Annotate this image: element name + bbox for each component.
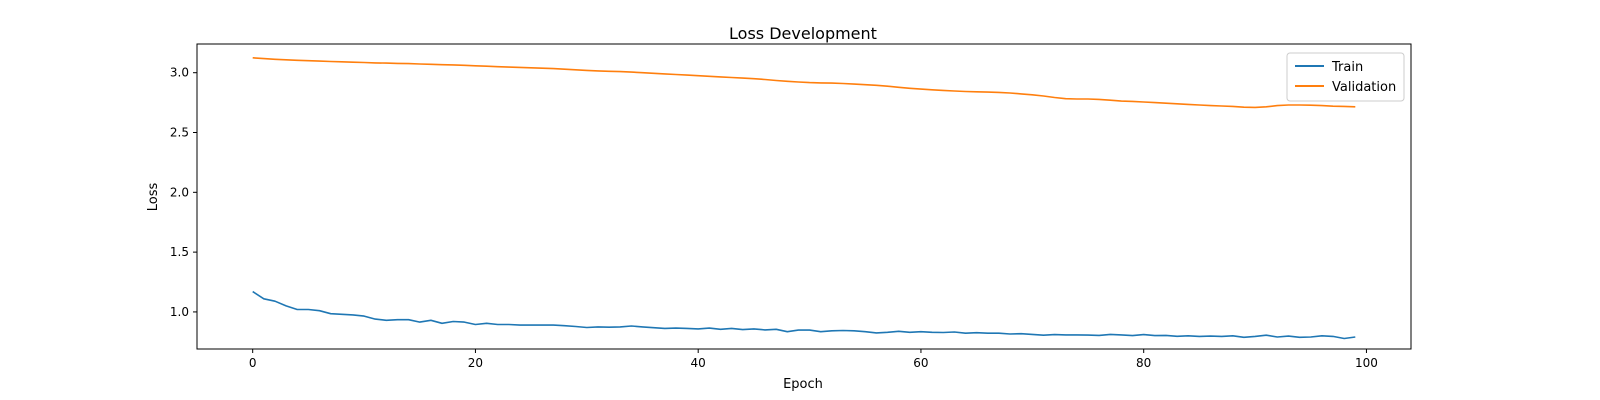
x-tick-label: 60: [913, 356, 928, 370]
legend-label-validation: Validation: [1332, 80, 1396, 95]
chart-title: Loss Development: [729, 24, 877, 43]
x-tick-label: 80: [1136, 356, 1151, 370]
y-tick-label: 2.5: [170, 126, 189, 140]
y-tick-label: 1.0: [170, 305, 189, 319]
plot-frame: [196, 43, 1412, 350]
series-lines: [252, 57, 1356, 340]
x-tick-label: 0: [249, 356, 257, 370]
y-tick-label: 2.0: [170, 185, 189, 199]
x-tick-label: 100: [1355, 356, 1378, 370]
x-tick-label: 40: [691, 356, 706, 370]
series-line-train: [252, 290, 1356, 340]
x-tick-label: 20: [468, 356, 483, 370]
y-tick-label: 3.0: [170, 66, 189, 80]
legend-label-train: Train: [1331, 60, 1363, 75]
y-axis-ticks: 1.0 1.5 2.0 2.5 3.0: [170, 66, 197, 319]
legend: Train Validation: [1286, 52, 1405, 102]
x-axis-label: Epoch: [783, 377, 823, 392]
y-axis-label: Loss: [146, 183, 161, 212]
y-tick-label: 1.5: [170, 245, 189, 259]
series-line-validation: [252, 57, 1356, 109]
x-axis-ticks: 0 20 40 60 80 100: [249, 349, 1378, 370]
